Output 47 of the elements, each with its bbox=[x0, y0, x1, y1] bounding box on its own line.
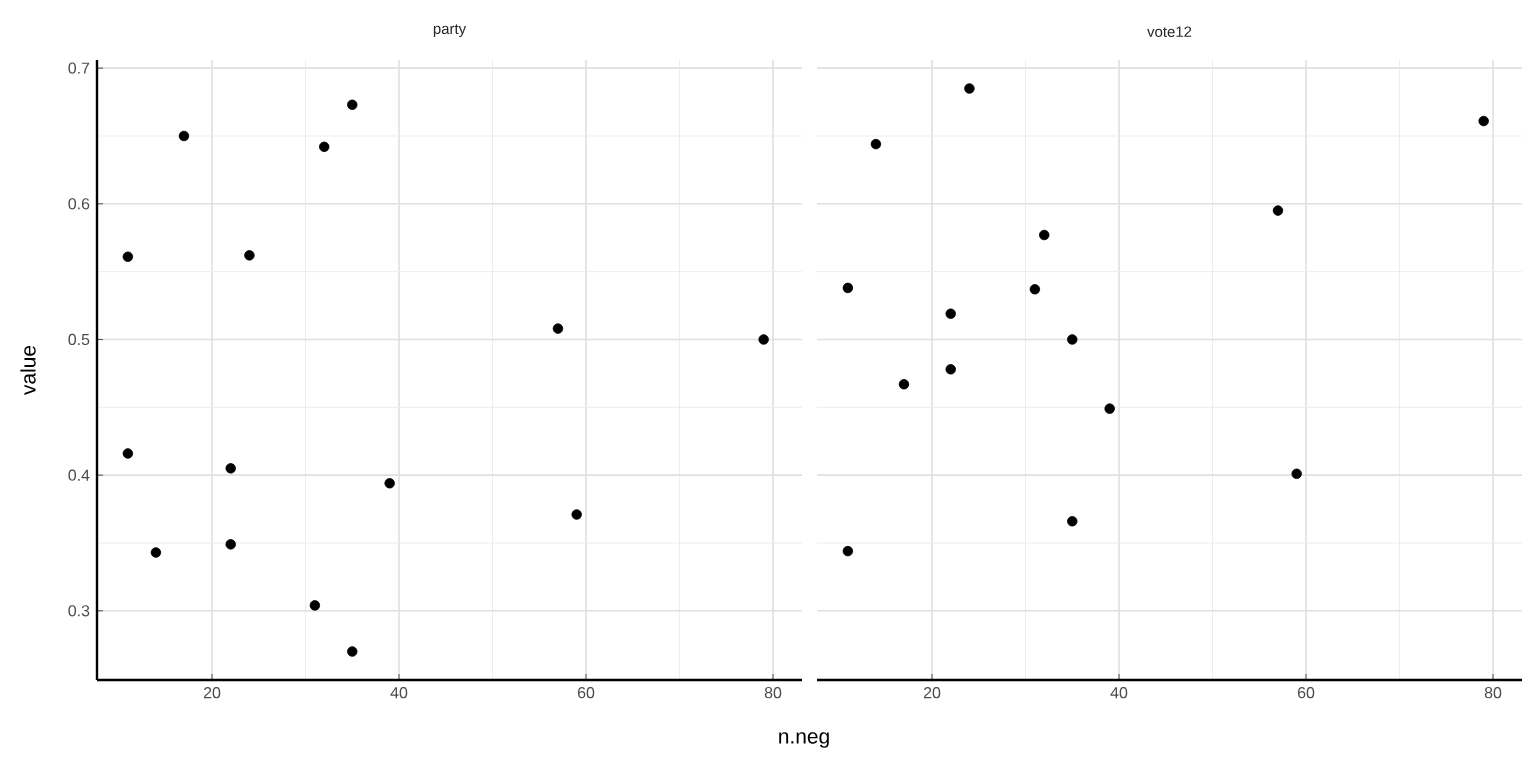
point bbox=[1067, 516, 1078, 527]
point bbox=[964, 83, 975, 94]
point bbox=[945, 308, 956, 319]
x-tick-label: 80 bbox=[1484, 687, 1502, 699]
point bbox=[945, 364, 956, 375]
y-tick-label: 0.3 bbox=[68, 605, 90, 617]
x-tick-label: 80 bbox=[764, 687, 782, 699]
point bbox=[1029, 284, 1041, 295]
y-tick-label: 0.6 bbox=[68, 198, 90, 210]
point bbox=[150, 547, 162, 558]
point bbox=[319, 141, 330, 153]
point bbox=[1478, 115, 1489, 127]
point bbox=[309, 600, 321, 611]
point bbox=[122, 448, 134, 459]
point bbox=[842, 545, 854, 557]
y-tick-label: 0.4 bbox=[68, 469, 90, 481]
y-tick-label: 0.5 bbox=[68, 333, 90, 346]
point bbox=[1104, 403, 1115, 414]
x-tick-label: 60 bbox=[1297, 687, 1315, 699]
point bbox=[870, 138, 882, 150]
x-axis-title: n.neg bbox=[779, 732, 829, 748]
point bbox=[1039, 229, 1050, 241]
x-tick-label: 40 bbox=[390, 687, 408, 699]
x-tick-label: 20 bbox=[923, 687, 941, 699]
x-tick-label: 40 bbox=[1110, 687, 1128, 699]
point bbox=[122, 251, 134, 262]
x-tick-label: 60 bbox=[577, 687, 595, 699]
point bbox=[178, 130, 190, 142]
point bbox=[1291, 468, 1302, 479]
point bbox=[842, 282, 854, 294]
point bbox=[571, 509, 582, 520]
point bbox=[244, 250, 255, 261]
y-tick-label: 0.7 bbox=[68, 62, 90, 74]
chart-title: party bbox=[433, 24, 467, 37]
point bbox=[384, 478, 395, 489]
x-tick-label: 20 bbox=[203, 687, 221, 699]
point bbox=[1272, 205, 1284, 216]
point bbox=[225, 463, 236, 474]
point bbox=[225, 539, 236, 550]
chart-title: vote12 bbox=[1147, 26, 1192, 38]
point bbox=[1067, 334, 1078, 345]
point bbox=[552, 323, 564, 334]
point bbox=[758, 334, 769, 345]
y-axis-title: value bbox=[20, 345, 36, 395]
point bbox=[347, 646, 358, 657]
point bbox=[898, 379, 910, 390]
point bbox=[347, 99, 358, 110]
